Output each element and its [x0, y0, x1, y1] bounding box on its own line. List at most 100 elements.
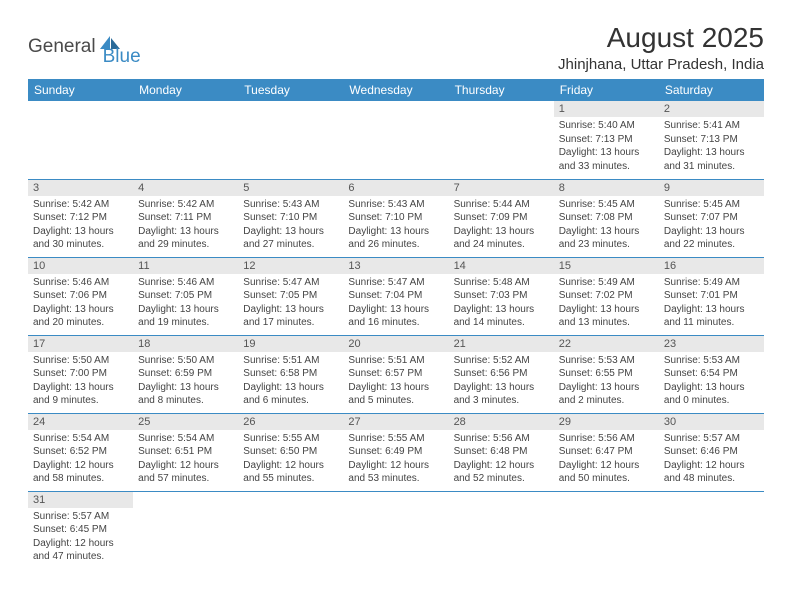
sunrise-line: Sunrise: 5:49 AM [664, 276, 759, 290]
day-body: Sunrise: 5:45 AMSunset: 7:08 PMDaylight:… [554, 196, 659, 255]
daylight-line: Daylight: 13 hours and 9 minutes. [33, 381, 128, 408]
day-cell [343, 101, 448, 179]
day-cell: 25Sunrise: 5:54 AMSunset: 6:51 PMDayligh… [133, 413, 238, 491]
daylight-line: Daylight: 13 hours and 5 minutes. [348, 381, 443, 408]
sunset-line: Sunset: 7:05 PM [138, 289, 233, 303]
sunrise-line: Sunrise: 5:49 AM [559, 276, 654, 290]
daylight-line: Daylight: 13 hours and 22 minutes. [664, 225, 759, 252]
day-body: Sunrise: 5:43 AMSunset: 7:10 PMDaylight:… [238, 196, 343, 255]
sunrise-line: Sunrise: 5:54 AM [33, 432, 128, 446]
sunset-line: Sunset: 7:06 PM [33, 289, 128, 303]
day-cell: 1Sunrise: 5:40 AMSunset: 7:13 PMDaylight… [554, 101, 659, 179]
day-number: 27 [343, 414, 448, 430]
sunrise-line: Sunrise: 5:53 AM [664, 354, 759, 368]
day-cell: 19Sunrise: 5:51 AMSunset: 6:58 PMDayligh… [238, 335, 343, 413]
day-cell: 3Sunrise: 5:42 AMSunset: 7:12 PMDaylight… [28, 179, 133, 257]
day-number: 9 [659, 180, 764, 196]
sunrise-line: Sunrise: 5:53 AM [559, 354, 654, 368]
daylight-line: Daylight: 13 hours and 29 minutes. [138, 225, 233, 252]
sunrise-line: Sunrise: 5:42 AM [138, 198, 233, 212]
col-saturday: Saturday [659, 79, 764, 101]
sunrise-line: Sunrise: 5:46 AM [33, 276, 128, 290]
sunrise-line: Sunrise: 5:54 AM [138, 432, 233, 446]
day-body: Sunrise: 5:50 AMSunset: 6:59 PMDaylight:… [133, 352, 238, 411]
day-cell: 17Sunrise: 5:50 AMSunset: 7:00 PMDayligh… [28, 335, 133, 413]
sunrise-line: Sunrise: 5:43 AM [348, 198, 443, 212]
day-cell: 4Sunrise: 5:42 AMSunset: 7:11 PMDaylight… [133, 179, 238, 257]
sunset-line: Sunset: 7:12 PM [33, 211, 128, 225]
day-body: Sunrise: 5:52 AMSunset: 6:56 PMDaylight:… [449, 352, 554, 411]
day-body: Sunrise: 5:55 AMSunset: 6:50 PMDaylight:… [238, 430, 343, 489]
month-title: August 2025 [558, 22, 764, 54]
sunset-line: Sunset: 7:02 PM [559, 289, 654, 303]
sunset-line: Sunset: 7:01 PM [664, 289, 759, 303]
col-wednesday: Wednesday [343, 79, 448, 101]
daylight-line: Daylight: 12 hours and 55 minutes. [243, 459, 338, 486]
day-body: Sunrise: 5:56 AMSunset: 6:48 PMDaylight:… [449, 430, 554, 489]
day-body: Sunrise: 5:46 AMSunset: 7:06 PMDaylight:… [28, 274, 133, 333]
sunrise-line: Sunrise: 5:55 AM [348, 432, 443, 446]
daylight-line: Daylight: 13 hours and 13 minutes. [559, 303, 654, 330]
day-cell: 6Sunrise: 5:43 AMSunset: 7:10 PMDaylight… [343, 179, 448, 257]
day-number: 20 [343, 336, 448, 352]
day-number: 2 [659, 101, 764, 117]
daylight-line: Daylight: 13 hours and 16 minutes. [348, 303, 443, 330]
sunrise-line: Sunrise: 5:56 AM [454, 432, 549, 446]
sunrise-line: Sunrise: 5:51 AM [243, 354, 338, 368]
sunset-line: Sunset: 6:45 PM [33, 523, 128, 537]
logo: General Blue [28, 26, 141, 68]
day-number: 4 [133, 180, 238, 196]
sunrise-line: Sunrise: 5:44 AM [454, 198, 549, 212]
sunset-line: Sunset: 7:09 PM [454, 211, 549, 225]
daylight-line: Daylight: 13 hours and 23 minutes. [559, 225, 654, 252]
daylight-line: Daylight: 12 hours and 58 minutes. [33, 459, 128, 486]
day-body: Sunrise: 5:42 AMSunset: 7:12 PMDaylight:… [28, 196, 133, 255]
sunset-line: Sunset: 7:10 PM [348, 211, 443, 225]
day-cell [28, 101, 133, 179]
day-number: 28 [449, 414, 554, 430]
sunset-line: Sunset: 7:10 PM [243, 211, 338, 225]
title-block: August 2025 Jhinjhana, Uttar Pradesh, In… [558, 22, 764, 73]
sunrise-line: Sunrise: 5:57 AM [33, 510, 128, 524]
day-cell [449, 101, 554, 179]
sunset-line: Sunset: 6:56 PM [454, 367, 549, 381]
day-number: 23 [659, 336, 764, 352]
day-body: Sunrise: 5:53 AMSunset: 6:55 PMDaylight:… [554, 352, 659, 411]
day-body: Sunrise: 5:51 AMSunset: 6:58 PMDaylight:… [238, 352, 343, 411]
day-number: 13 [343, 258, 448, 274]
week-row: 24Sunrise: 5:54 AMSunset: 6:52 PMDayligh… [28, 413, 764, 491]
day-number: 3 [28, 180, 133, 196]
sunset-line: Sunset: 6:51 PM [138, 445, 233, 459]
daylight-line: Daylight: 13 hours and 14 minutes. [454, 303, 549, 330]
day-cell: 31Sunrise: 5:57 AMSunset: 6:45 PMDayligh… [28, 491, 133, 569]
day-cell: 7Sunrise: 5:44 AMSunset: 7:09 PMDaylight… [449, 179, 554, 257]
sunrise-line: Sunrise: 5:42 AM [33, 198, 128, 212]
daylight-line: Daylight: 13 hours and 6 minutes. [243, 381, 338, 408]
daylight-line: Daylight: 12 hours and 57 minutes. [138, 459, 233, 486]
sunrise-line: Sunrise: 5:51 AM [348, 354, 443, 368]
day-number: 19 [238, 336, 343, 352]
day-cell [449, 491, 554, 569]
day-body: Sunrise: 5:41 AMSunset: 7:13 PMDaylight:… [659, 117, 764, 176]
daylight-line: Daylight: 13 hours and 30 minutes. [33, 225, 128, 252]
day-body: Sunrise: 5:42 AMSunset: 7:11 PMDaylight:… [133, 196, 238, 255]
sunset-line: Sunset: 7:03 PM [454, 289, 549, 303]
daylight-line: Daylight: 12 hours and 48 minutes. [664, 459, 759, 486]
daylight-line: Daylight: 13 hours and 8 minutes. [138, 381, 233, 408]
sunrise-line: Sunrise: 5:48 AM [454, 276, 549, 290]
day-body: Sunrise: 5:49 AMSunset: 7:02 PMDaylight:… [554, 274, 659, 333]
day-cell: 13Sunrise: 5:47 AMSunset: 7:04 PMDayligh… [343, 257, 448, 335]
day-number: 10 [28, 258, 133, 274]
sunset-line: Sunset: 6:57 PM [348, 367, 443, 381]
day-number: 24 [28, 414, 133, 430]
week-row: 10Sunrise: 5:46 AMSunset: 7:06 PMDayligh… [28, 257, 764, 335]
day-number: 5 [238, 180, 343, 196]
sunrise-line: Sunrise: 5:40 AM [559, 119, 654, 133]
day-cell: 21Sunrise: 5:52 AMSunset: 6:56 PMDayligh… [449, 335, 554, 413]
sunset-line: Sunset: 6:47 PM [559, 445, 654, 459]
day-cell: 15Sunrise: 5:49 AMSunset: 7:02 PMDayligh… [554, 257, 659, 335]
day-cell [238, 101, 343, 179]
sunset-line: Sunset: 6:55 PM [559, 367, 654, 381]
day-cell: 29Sunrise: 5:56 AMSunset: 6:47 PMDayligh… [554, 413, 659, 491]
daylight-line: Daylight: 13 hours and 27 minutes. [243, 225, 338, 252]
